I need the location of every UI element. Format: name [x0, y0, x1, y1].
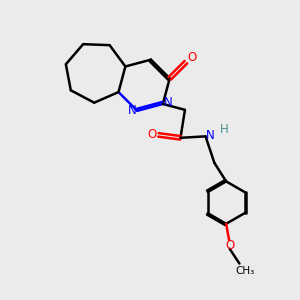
Text: N: N	[164, 96, 172, 109]
Text: H: H	[219, 123, 228, 136]
Text: O: O	[188, 51, 197, 64]
Text: CH₃: CH₃	[236, 266, 255, 276]
Text: N: N	[206, 129, 214, 142]
Text: N: N	[128, 104, 136, 117]
Text: O: O	[225, 239, 234, 252]
Text: O: O	[147, 128, 157, 141]
